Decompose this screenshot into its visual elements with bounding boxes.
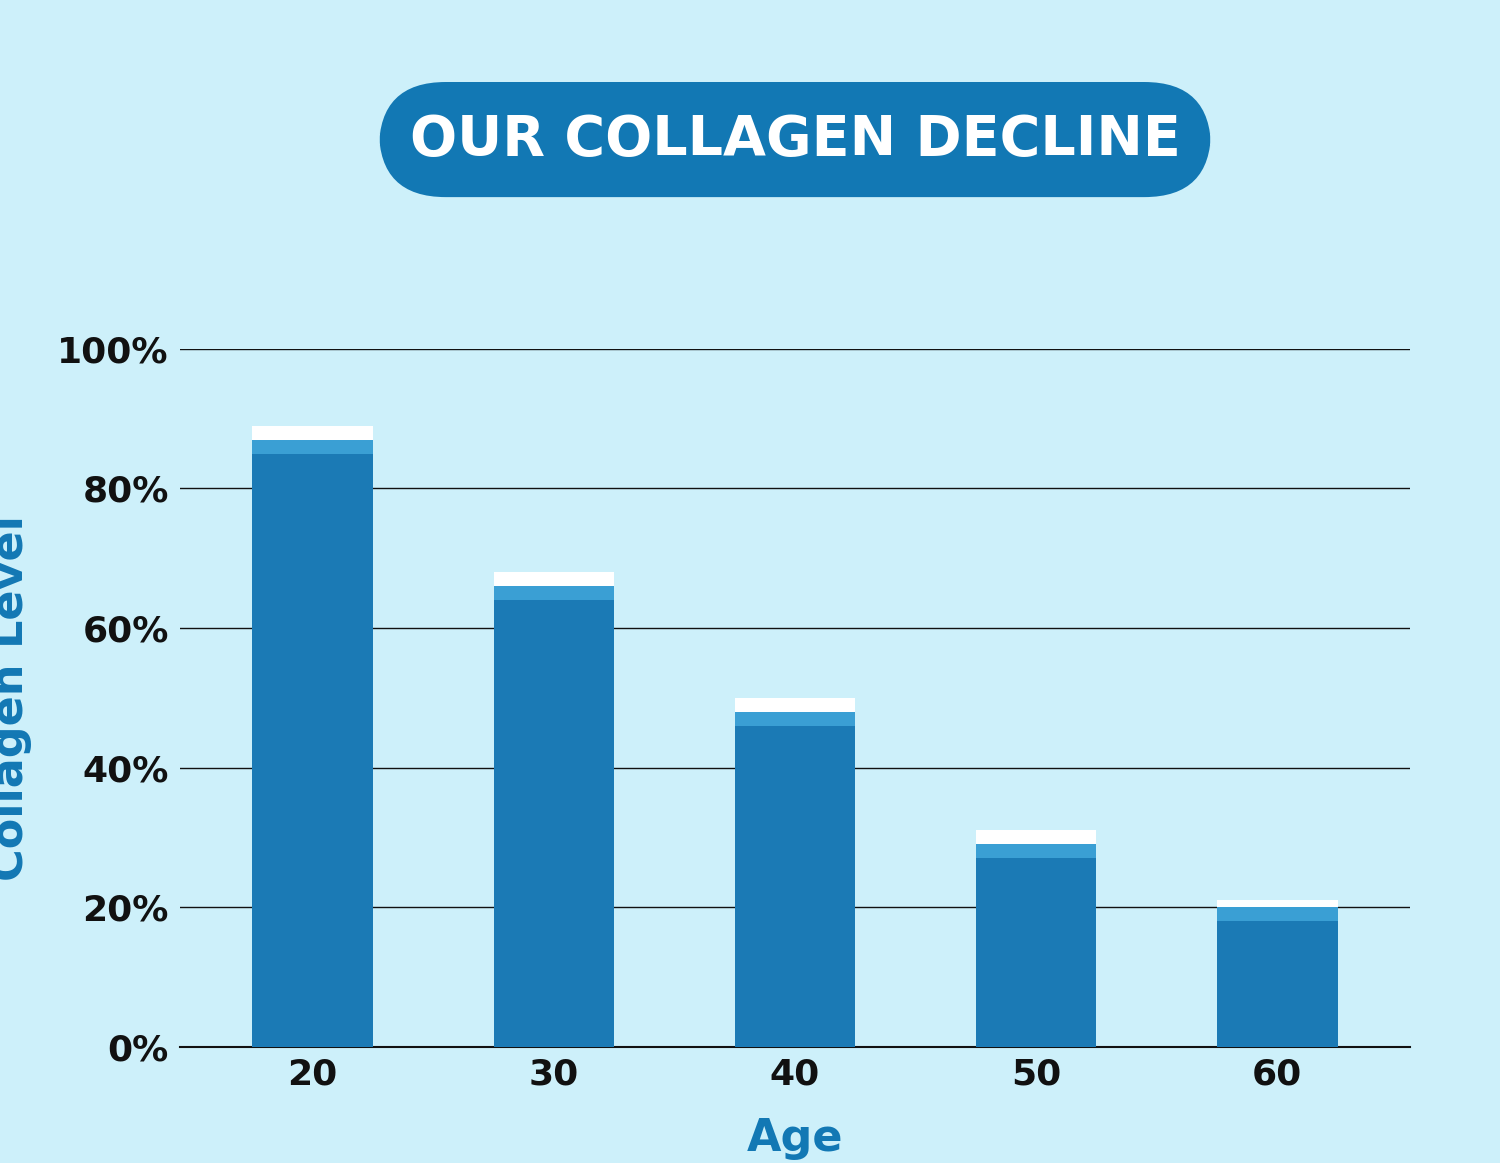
Bar bbox=[252, 426, 374, 1047]
Bar bbox=[976, 858, 1096, 1047]
Bar bbox=[252, 454, 374, 1047]
Bar bbox=[735, 698, 855, 1047]
Bar bbox=[735, 712, 855, 1047]
Bar bbox=[1216, 900, 1338, 1047]
Bar bbox=[1216, 921, 1338, 1047]
Y-axis label: Collagen Level: Collagen Level bbox=[0, 515, 33, 880]
X-axis label: Age: Age bbox=[747, 1116, 843, 1160]
Bar bbox=[494, 572, 614, 1047]
Text: OUR COLLAGEN DECLINE: OUR COLLAGEN DECLINE bbox=[410, 113, 1180, 166]
Bar bbox=[976, 844, 1096, 1047]
Bar bbox=[976, 830, 1096, 1047]
Bar bbox=[494, 586, 614, 1047]
Bar bbox=[735, 726, 855, 1047]
Bar bbox=[494, 600, 614, 1047]
Bar bbox=[252, 440, 374, 1047]
Bar bbox=[1216, 907, 1338, 1047]
